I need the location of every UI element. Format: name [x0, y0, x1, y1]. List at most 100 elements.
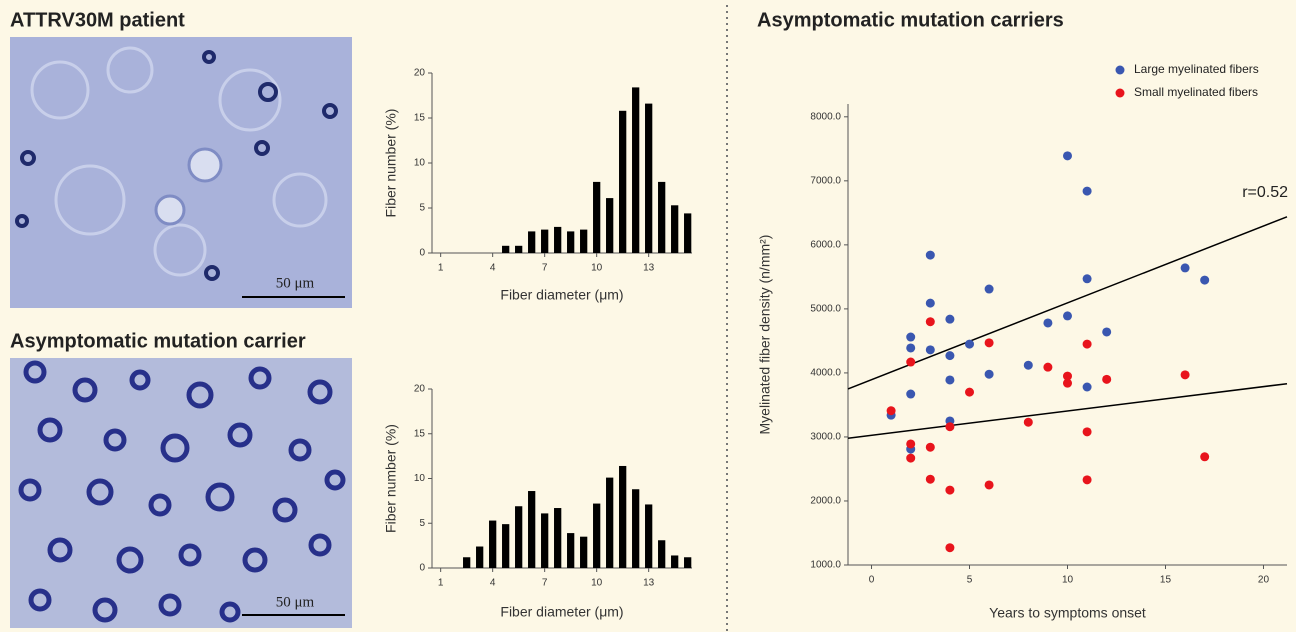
y-tick-label: 0: [419, 563, 425, 574]
trend-line: [847, 216, 1288, 390]
y-tick-label: 6000.0: [810, 240, 841, 251]
x-tick-label: 4: [490, 263, 496, 274]
legend-label: Small myelinated fibers: [1134, 85, 1258, 99]
x-tick-label: 4: [490, 578, 496, 589]
y-tick-label: 8000.0: [810, 111, 841, 122]
point: [1043, 362, 1053, 372]
y-tick-label: 2000.0: [810, 496, 841, 507]
point: [1082, 475, 1092, 485]
x-tick-label: 7: [542, 263, 548, 274]
y-axis-label: Myelinated fiber density (n/mm²): [757, 235, 773, 435]
point: [1200, 275, 1210, 285]
bar: [554, 226, 562, 253]
micrograph: [10, 37, 352, 308]
bar: [619, 465, 627, 568]
trend-line: [847, 382, 1288, 439]
micrograph: [10, 358, 352, 628]
bar: [528, 491, 536, 568]
x-tick-label: 13: [643, 578, 655, 589]
point: [1063, 311, 1072, 321]
point: [886, 406, 896, 416]
bar: [502, 245, 510, 253]
bar: [567, 231, 575, 253]
x-tick-label: 1: [438, 578, 444, 589]
bar: [593, 503, 601, 568]
bar: [541, 513, 549, 568]
point: [945, 351, 955, 361]
bar: [684, 213, 692, 253]
point: [925, 250, 935, 260]
x-tick-label: 5: [967, 575, 973, 586]
bar: [476, 546, 484, 568]
y-tick-label: 15: [414, 428, 426, 439]
point: [984, 480, 994, 490]
image-title: Asymptomatic mutation carrier: [10, 330, 306, 352]
x-tick-label: 7: [542, 578, 548, 589]
bar: [554, 508, 562, 568]
bar: [502, 524, 510, 568]
point: [945, 485, 955, 495]
y-tick-label: 1000.0: [810, 560, 841, 571]
point: [965, 339, 975, 349]
bar: [671, 205, 679, 253]
point: [965, 387, 975, 397]
bar: [593, 181, 601, 253]
point: [1200, 452, 1210, 462]
legend-label: Large myelinated fibers: [1134, 62, 1259, 76]
point: [1043, 318, 1053, 328]
y-tick-label: 7000.0: [810, 175, 841, 186]
point: [925, 474, 935, 484]
point: [906, 389, 916, 399]
y-tick-label: 20: [414, 68, 426, 79]
x-tick-label: 20: [1258, 575, 1270, 586]
point: [984, 284, 994, 294]
x-tick-label: 10: [591, 263, 603, 274]
bar: [671, 555, 679, 568]
bar: [463, 557, 471, 568]
x-tick-label: 0: [869, 575, 875, 586]
point: [984, 369, 994, 379]
point: [906, 343, 916, 353]
bar: [632, 489, 640, 568]
bar: [632, 87, 640, 254]
bar: [645, 504, 653, 568]
bar: [580, 229, 588, 253]
point: [1180, 263, 1190, 273]
bar: [645, 103, 653, 253]
bar: [567, 533, 575, 568]
x-axis-label: Fiber diameter (μm): [500, 604, 623, 620]
point: [1082, 186, 1092, 196]
bar: [541, 229, 549, 253]
point: [945, 314, 955, 324]
y-axis-label: Fiber number (%): [383, 424, 399, 533]
y-tick-label: 10: [414, 473, 426, 484]
y-tick-label: 5: [419, 518, 425, 529]
point: [925, 298, 935, 308]
point: [1102, 374, 1112, 384]
y-tick-label: 4000.0: [810, 368, 841, 379]
point: [945, 422, 955, 432]
y-tick-label: 3000.0: [810, 432, 841, 443]
point: [1082, 339, 1092, 349]
bar: [515, 245, 523, 253]
point: [906, 332, 916, 342]
bar: [619, 110, 627, 253]
legend-marker: [1115, 88, 1125, 98]
y-tick-label: 15: [414, 113, 426, 124]
point: [1180, 370, 1190, 380]
x-tick-label: 15: [1160, 575, 1172, 586]
x-axis-label: Years to symptoms onset: [989, 605, 1146, 621]
annotation: r=0.52: [1242, 184, 1288, 201]
point: [1023, 417, 1033, 427]
point: [1082, 382, 1092, 392]
y-axis-label: Fiber number (%): [383, 109, 399, 218]
bar: [658, 181, 666, 253]
point: [925, 442, 935, 452]
bar: [658, 540, 666, 568]
y-tick-label: 20: [414, 384, 426, 395]
point: [925, 317, 935, 327]
bar: [580, 536, 588, 568]
point: [906, 357, 916, 367]
bar: [606, 198, 614, 253]
